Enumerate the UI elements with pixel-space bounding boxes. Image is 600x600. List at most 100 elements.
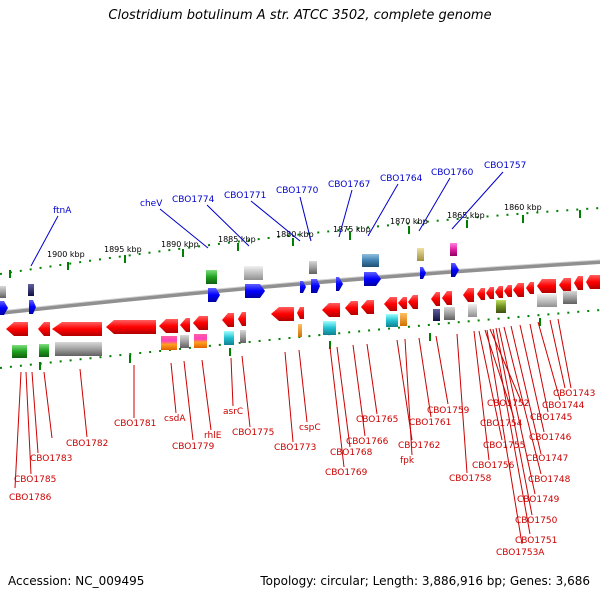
gene-label[interactable]: CBO1746 [529,433,572,443]
gene-block[interactable] [400,313,407,326]
gene-label[interactable]: CBO1767 [328,180,370,190]
gene-label[interactable]: CBO1755 [483,441,525,451]
gene-arrow[interactable] [420,267,426,279]
gene-block[interactable] [12,345,27,358]
gene-arrow[interactable] [336,277,343,291]
gene-label[interactable]: CBO1770 [276,186,319,196]
gene-arrow[interactable] [361,300,374,314]
gene-block[interactable] [224,331,234,345]
gene-label[interactable]: CBO1774 [172,195,215,205]
gene-label[interactable]: CBO1779 [172,442,215,452]
gene-label[interactable]: CBO1744 [542,401,585,411]
gene-label[interactable]: CBO1785 [14,475,56,485]
gene-arrow[interactable] [574,276,583,290]
gene-block[interactable] [0,286,6,298]
gene-label[interactable]: CBO1766 [346,437,389,447]
gene-label[interactable]: ftnA [53,206,72,216]
gene-label[interactable]: CBO1773 [274,443,316,453]
gene-label[interactable]: CBO1747 [526,454,568,464]
gene-arrow[interactable] [559,278,571,292]
gene-block[interactable] [362,254,379,267]
gene-arrow[interactable] [300,281,306,293]
gene-arrow[interactable] [398,297,407,309]
gene-label[interactable]: CBO1764 [380,174,423,184]
gene-label[interactable]: CBO1758 [449,474,492,484]
gene-arrow[interactable] [0,301,8,315]
gene-arrow[interactable] [238,312,246,326]
gene-label[interactable]: CBO1762 [398,441,440,451]
gene-block[interactable] [496,300,506,313]
gene-arrow[interactable] [408,295,418,309]
gene-arrow[interactable] [271,307,294,321]
gene-block[interactable] [55,342,102,356]
gene-block[interactable] [417,248,424,261]
gene-arrow[interactable] [193,316,208,330]
gene-block[interactable] [386,314,398,327]
gene-block[interactable] [240,330,246,343]
gene-label[interactable]: cheV [140,199,163,209]
gene-arrow[interactable] [477,288,485,300]
gene-label[interactable]: CBO1759 [427,406,470,416]
gene-arrow[interactable] [384,297,397,311]
gene-label[interactable]: CBO1754 [480,419,523,429]
gene-block[interactable] [433,309,440,321]
gene-arrow[interactable] [513,283,524,297]
gene-arrow[interactable] [526,282,534,294]
gene-block[interactable] [244,266,263,280]
gene-arrow[interactable] [442,291,452,305]
gene-arrow[interactable] [345,301,358,315]
gene-label[interactable]: fpk [400,456,415,466]
gene-arrow[interactable] [486,287,494,299]
gene-block[interactable] [161,336,177,350]
gene-label[interactable]: CBO1781 [114,419,156,429]
gene-label[interactable]: CBO1769 [325,468,368,478]
gene-arrow[interactable] [495,286,503,298]
gene-label[interactable]: CBO1752 [487,399,529,409]
gene-arrow[interactable] [180,318,190,332]
gene-label[interactable]: csdA [164,414,186,424]
gene-arrow[interactable] [29,300,36,314]
gene-label[interactable]: CBO1771 [224,191,266,201]
gene-block[interactable] [323,321,336,335]
gene-arrow[interactable] [38,322,50,336]
gene-label[interactable]: asrC [223,407,243,417]
gene-label[interactable]: CBO1756 [472,461,515,471]
gene-block[interactable] [468,304,477,317]
gene-label[interactable]: CBO1775 [232,428,274,438]
gene-arrow[interactable] [322,303,340,317]
gene-label[interactable]: CBO1753A [496,548,545,558]
gene-block[interactable] [206,270,217,284]
gene-arrow[interactable] [537,279,556,293]
gene-label[interactable]: CBO1760 [431,168,474,178]
gene-block[interactable] [444,307,455,320]
gene-block[interactable] [537,294,557,307]
gene-label[interactable]: CBO1757 [484,161,526,171]
gene-label[interactable]: CBO1751 [515,536,557,546]
gene-arrow[interactable] [463,288,474,302]
gene-arrow[interactable] [586,275,600,289]
gene-block[interactable] [309,261,317,274]
gene-label[interactable]: cspC [299,423,321,433]
gene-arrow[interactable] [311,279,320,293]
gene-block[interactable] [450,243,457,256]
gene-label[interactable]: CBO1750 [515,516,558,526]
gene-block[interactable] [563,291,577,304]
gene-label[interactable]: CBO1783 [30,454,72,464]
gene-arrow[interactable] [52,322,102,336]
gene-block[interactable] [39,344,49,357]
gene-label[interactable]: CBO1765 [356,415,398,425]
gene-label[interactable]: CBO1745 [530,413,572,423]
gene-arrow[interactable] [451,263,459,277]
gene-block[interactable] [28,284,34,296]
gene-block[interactable] [194,334,207,348]
gene-block[interactable] [180,335,189,348]
gene-arrow[interactable] [208,288,220,302]
gene-arrow[interactable] [222,313,234,327]
gene-arrow[interactable] [6,322,28,336]
gene-label[interactable]: CBO1782 [66,439,108,449]
gene-arrow[interactable] [504,285,512,297]
gene-label[interactable]: rhlE [204,431,222,441]
gene-label[interactable]: CBO1761 [409,418,451,428]
gene-label[interactable]: CBO1743 [553,389,595,399]
gene-label[interactable]: CBO1749 [517,495,560,505]
